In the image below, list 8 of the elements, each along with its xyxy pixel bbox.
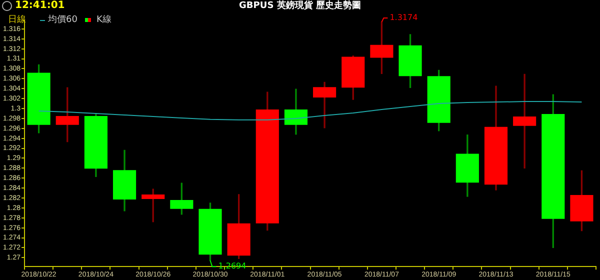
text: 12:41:01	[15, 0, 65, 12]
annotation: 1.3174	[390, 13, 418, 22]
chart-title: GBPUS 英鎊現貨 歷史走勢圖	[239, 1, 361, 11]
legend-label: K線	[96, 14, 112, 26]
legend-label: 均價60	[48, 14, 78, 26]
candlestick	[513, 74, 536, 168]
annotation: 日線	[8, 14, 26, 26]
candlestick	[313, 82, 336, 128]
